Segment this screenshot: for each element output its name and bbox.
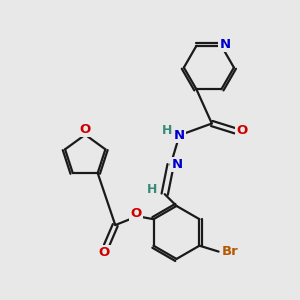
Text: N: N (174, 129, 185, 142)
Text: O: O (98, 246, 110, 259)
Text: N: N (219, 38, 230, 51)
Text: H: H (147, 183, 158, 196)
Text: H: H (162, 124, 172, 137)
Text: Br: Br (221, 245, 238, 258)
Text: O: O (130, 207, 142, 220)
Text: O: O (80, 123, 91, 136)
Text: N: N (172, 158, 183, 171)
Text: O: O (236, 124, 248, 137)
